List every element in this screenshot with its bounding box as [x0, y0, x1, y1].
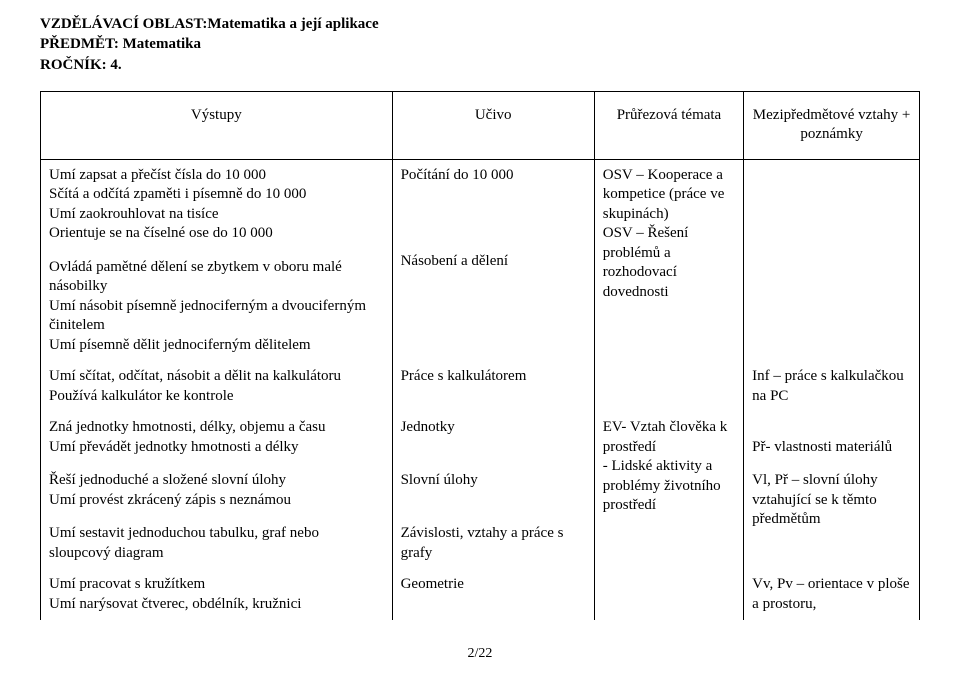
curriculum-table: Výstupy Učivo Průřezová témata Mezipředm… [40, 91, 920, 621]
cell-outcomes: Umí sčítat, odčítat, násobit a dělit na … [41, 361, 393, 412]
cell-inter [744, 159, 920, 361]
col-header-outcomes: Výstupy [41, 91, 393, 159]
cell-content: Počítání do 10 000 Násobení a dělení [392, 159, 594, 361]
area-label: VZDĚLÁVACÍ OBLAST: [40, 16, 207, 32]
cell-cross: OSV – Kooperace a kompetice (práce ve sk… [594, 159, 743, 361]
table-row: Umí pracovat s kružítkemUmí narýsovat čt… [41, 569, 920, 620]
cell-inter: Př- vlastnosti materiálůVl, Př – slovní … [744, 412, 920, 569]
table-header-row: Výstupy Učivo Průřezová témata Mezipředm… [41, 91, 920, 159]
cell-outcomes: Umí pracovat s kružítkemUmí narýsovat čt… [41, 569, 393, 620]
cell-outcomes: Umí zapsat a přečíst čísla do 10 000Sčít… [41, 159, 393, 361]
col-header-cross: Průřezová témata [594, 91, 743, 159]
curriculum-header: VZDĚLÁVACÍ OBLAST:Matematika a její apli… [40, 14, 920, 75]
grade-label: ROČNÍK: [40, 57, 107, 73]
cell-cross [594, 569, 743, 620]
cell-content: Práce s kalkulátorem [392, 361, 594, 412]
cell-cross [594, 361, 743, 412]
area-value: Matematika a její aplikace [207, 16, 378, 32]
grade-value: 4. [110, 57, 121, 73]
cell-inter: Inf – práce s kalkulačkou na PC [744, 361, 920, 412]
table-row: Umí sčítat, odčítat, násobit a dělit na … [41, 361, 920, 412]
table-row: Zná jednotky hmotnosti, délky, objemu a … [41, 412, 920, 569]
page-number: 2/22 [40, 646, 920, 662]
cell-content: Geometrie [392, 569, 594, 620]
cell-inter: Vv, Pv – orientace v ploše a prostoru, [744, 569, 920, 620]
cell-content: Jednotky Slovní úlohy Závislosti, vztahy… [392, 412, 594, 569]
cell-outcomes: Zná jednotky hmotnosti, délky, objemu a … [41, 412, 393, 569]
subject-value: Matematika [123, 36, 201, 52]
table-row: Umí zapsat a přečíst čísla do 10 000Sčít… [41, 159, 920, 361]
col-header-content: Učivo [392, 91, 594, 159]
col-header-inter: Mezipředmětové vztahy + poznámky [744, 91, 920, 159]
subject-label: PŘEDMĚT: [40, 36, 119, 52]
cell-cross: EV- Vztah člověka k prostředí- Lidské ak… [594, 412, 743, 569]
